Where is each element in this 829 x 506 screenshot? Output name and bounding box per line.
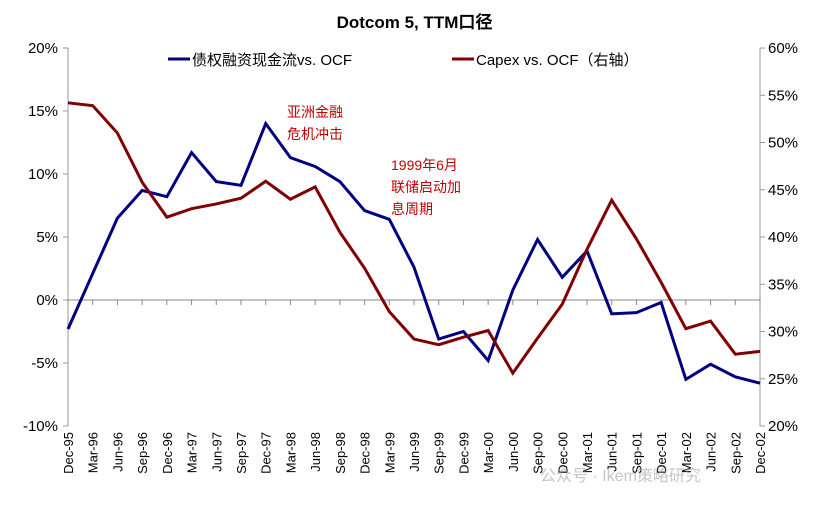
right-tick-label: 55% bbox=[768, 87, 798, 104]
annotation-2: 1999年6月 bbox=[391, 157, 458, 173]
x-tick-label: Dec-95 bbox=[61, 432, 76, 474]
x-tick-label: Jun-00 bbox=[506, 432, 521, 472]
x-tick-label: Sep-96 bbox=[135, 432, 150, 474]
right-tick-label: 40% bbox=[768, 229, 798, 246]
x-tick-label: Dec-99 bbox=[456, 432, 471, 474]
x-tick-label: Dec-98 bbox=[358, 432, 373, 474]
x-tick-label: Mar-97 bbox=[185, 432, 200, 473]
annotation-1: 亚洲金融 bbox=[287, 104, 343, 120]
annotation-2: 联储启动加 bbox=[391, 179, 461, 195]
x-tick-label: Dec-02 bbox=[753, 432, 768, 474]
x-tick-label: Sep-98 bbox=[333, 432, 348, 474]
left-tick-label: 5% bbox=[36, 229, 58, 246]
x-tick-label: Mar-02 bbox=[679, 432, 694, 473]
x-tick-label: Sep-99 bbox=[432, 432, 447, 474]
x-tick-label: Dec-97 bbox=[259, 432, 274, 474]
x-tick-label: Mar-01 bbox=[580, 432, 595, 473]
right-tick-label: 35% bbox=[768, 276, 798, 293]
right-tick-label: 50% bbox=[768, 135, 798, 152]
x-tick-label: Mar-00 bbox=[481, 432, 496, 473]
x-tick-label: Jun-02 bbox=[704, 432, 719, 472]
legend-label-2: Capex vs. OCF（右轴） bbox=[476, 52, 639, 69]
right-tick-label: 25% bbox=[768, 371, 798, 388]
right-tick-label: 30% bbox=[768, 324, 798, 341]
left-tick-label: -5% bbox=[31, 355, 58, 372]
series-line-2 bbox=[67, 101, 761, 376]
right-tick-label: 60% bbox=[768, 40, 798, 57]
x-tick-label: Sep-00 bbox=[531, 432, 546, 474]
x-tick-label: Sep-01 bbox=[629, 432, 644, 474]
right-tick-label: 20% bbox=[768, 418, 798, 435]
right-tick-label: 45% bbox=[768, 182, 798, 199]
legend-label-1: 债权融资现金流vs. OCF bbox=[192, 52, 352, 69]
left-tick-label: 0% bbox=[36, 292, 58, 309]
x-tick-label: Sep-02 bbox=[728, 432, 743, 474]
left-tick-label: 20% bbox=[28, 40, 58, 57]
x-tick-label: Mar-98 bbox=[283, 432, 298, 473]
x-tick-label: Dec-01 bbox=[654, 432, 669, 474]
left-tick-label: -10% bbox=[23, 418, 58, 435]
x-tick-label: Mar-96 bbox=[86, 432, 101, 473]
x-tick-label: Jun-99 bbox=[407, 432, 422, 472]
x-tick-label: Sep-97 bbox=[234, 432, 249, 474]
x-tick-label: Dec-96 bbox=[160, 432, 175, 474]
x-tick-label: Mar-99 bbox=[382, 432, 397, 473]
x-tick-label: Jun-98 bbox=[308, 432, 323, 472]
chart-title: Dotcom 5, TTM口径 bbox=[336, 13, 493, 32]
x-tick-label: Jun-97 bbox=[209, 432, 224, 472]
left-tick-label: 15% bbox=[28, 103, 58, 120]
left-tick-label: 10% bbox=[28, 166, 58, 183]
watermark: 公众号 · Ikem策略研究 bbox=[540, 468, 701, 485]
annotation-1: 危机冲击 bbox=[287, 126, 343, 142]
x-tick-label: Jun-96 bbox=[110, 432, 125, 472]
x-tick-label: Jun-01 bbox=[605, 432, 620, 472]
annotation-2: 息周期 bbox=[391, 201, 433, 217]
x-tick-label: Dec-00 bbox=[555, 432, 570, 474]
